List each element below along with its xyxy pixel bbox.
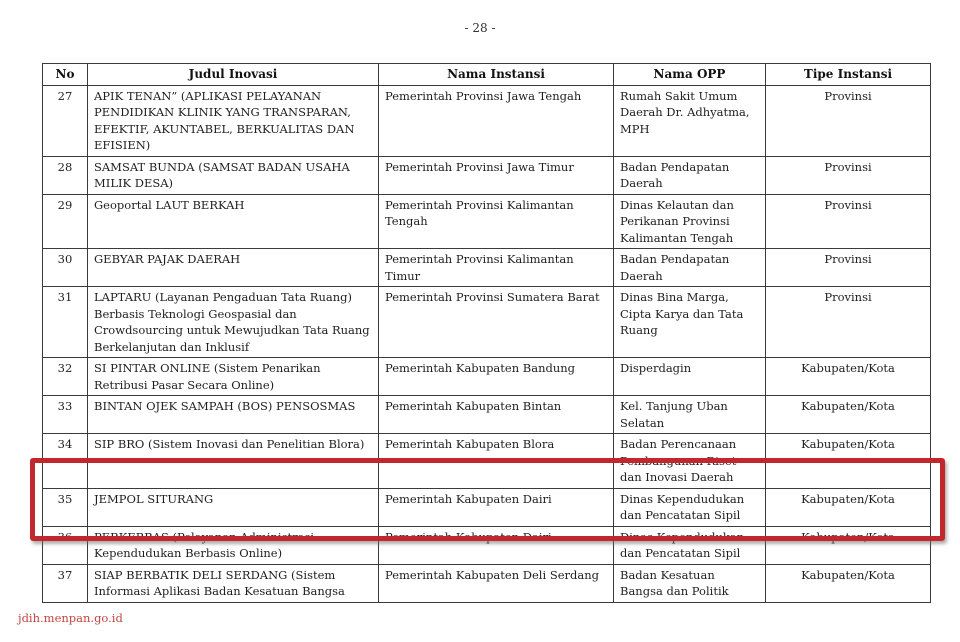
cell-tipe-instansi: Provinsi — [765, 155, 931, 195]
cell-judul-inovasi: SAMSAT BUNDA (SAMSAT BADAN USAHA MILIK D… — [87, 155, 379, 195]
jdih-watermark: jdih.menpan.go.id — [18, 611, 123, 625]
cell-nama-opp: Badan Kesatuan Bangsa dan Politik — [613, 563, 766, 603]
cell-nama-instansi: Pemerintah Kabupaten Dairi — [378, 487, 614, 527]
cell-nama-opp: Badan Pendapatan Daerah — [613, 248, 766, 287]
table-row: 37 SIAP BERBATIK DELI SERDANG (Sistem Inf… — [42, 563, 931, 603]
cell-nama-instansi: Pemerintah Kabupaten Bandung — [378, 357, 614, 396]
cell-nama-opp: Disperdagin — [613, 357, 766, 396]
cell-tipe-instansi: Kabupaten/Kota — [765, 395, 931, 434]
cell-nama-instansi: Pemerintah Provinsi Kalimantan Tengah — [378, 193, 614, 249]
cell-judul-inovasi: SIAP BERBATIK DELI SERDANG (Sistem Infor… — [87, 563, 379, 603]
innovation-table: No Judul Inovasi Nama Instansi Nama OPP … — [42, 63, 931, 603]
cell-tipe-instansi: Provinsi — [765, 248, 931, 287]
page-number: - 28 - — [464, 21, 496, 35]
cell-no: 32 — [42, 357, 88, 396]
cell-nama-instansi: Pemerintah Provinsi Kalimantan Timur — [378, 248, 614, 287]
cell-nama-opp: Dinas Kependudukan dan Pencatatan Sipil — [613, 525, 766, 565]
cell-tipe-instansi: Kabupaten/Kota — [765, 357, 931, 396]
cell-judul-inovasi: SI PINTAR ONLINE (Sistem Penarikan Retri… — [87, 357, 379, 396]
cell-no: 34 — [42, 433, 88, 489]
cell-nama-opp: Dinas Kependudukan dan Pencatatan Sipil — [613, 487, 766, 527]
cell-tipe-instansi: Kabupaten/Kota — [765, 433, 931, 489]
cell-nama-instansi: Pemerintah Provinsi Jawa Timur — [378, 155, 614, 195]
cell-judul-inovasi: GEBYAR PAJAK DAERAH — [87, 248, 379, 287]
table-header: No Judul Inovasi Nama Instansi Nama OPP … — [42, 63, 931, 86]
cell-nama-instansi: Pemerintah Kabupaten Deli Serdang — [378, 563, 614, 603]
cell-tipe-instansi: Kabupaten/Kota — [765, 525, 931, 565]
cell-judul-inovasi: Geoportal LAUT BERKAH — [87, 193, 379, 249]
column-header-judul-inovasi: Judul Inovasi — [87, 63, 379, 86]
table-row: 36 PERKEBBAS (Pelayanan Administrasi Kepe… — [42, 525, 931, 565]
cell-no: 31 — [42, 286, 88, 358]
cell-tipe-instansi: Provinsi — [765, 193, 931, 249]
cell-tipe-instansi: Provinsi — [765, 286, 931, 358]
cell-no: 28 — [42, 155, 88, 195]
table-row: 33 BINTAN OJEK SAMPAH (BOS) PENSOSMAS Peme… — [42, 395, 931, 434]
table-row: 34 SIP BRO (Sistem Inovasi dan Penelitian… — [42, 433, 931, 489]
cell-nama-opp: Dinas Bina Marga, Cipta Karya dan Tata R… — [613, 286, 766, 358]
cell-no: 27 — [42, 84, 88, 157]
table-body: 27 APIK TENAN” (APLIKASI PELAYANAN PENDID… — [42, 84, 931, 603]
column-header-nama-instansi: Nama Instansi — [378, 63, 614, 86]
cell-tipe-instansi: Kabupaten/Kota — [765, 563, 931, 603]
cell-nama-instansi: Pemerintah Provinsi Sumatera Barat — [378, 286, 614, 358]
table-row: 30 GEBYAR PAJAK DAERAH Pemerintah Provinsi… — [42, 248, 931, 287]
cell-judul-inovasi: SIP BRO (Sistem Inovasi dan Penelitian B… — [87, 433, 379, 489]
cell-tipe-instansi: Provinsi — [765, 84, 931, 157]
table-row: 29 Geoportal LAUT BERKAH Pemerintah Provin… — [42, 193, 931, 249]
cell-no: 37 — [42, 563, 88, 603]
cell-no: 33 — [42, 395, 88, 434]
cell-no: 36 — [42, 525, 88, 565]
cell-judul-inovasi: PERKEBBAS (Pelayanan Administrasi Kepend… — [87, 525, 379, 565]
column-header-tipe-instansi: Tipe Instansi — [765, 63, 931, 86]
cell-no: 30 — [42, 248, 88, 287]
cell-nama-opp: Kel. Tanjung Uban Selatan — [613, 395, 766, 434]
cell-no: 35 — [42, 487, 88, 527]
cell-judul-inovasi: LAPTARU (Layanan Pengaduan Tata Ruang) B… — [87, 286, 379, 358]
table-row: 32 SI PINTAR ONLINE (Sistem Penarikan Ret… — [42, 357, 931, 396]
cell-no: 29 — [42, 193, 88, 249]
table-row: 35 JEMPOL SITURANG Pemerintah Kabupaten Da… — [42, 487, 931, 527]
cell-judul-inovasi: APIK TENAN” (APLIKASI PELAYANAN PENDIDIK… — [87, 84, 379, 157]
cell-tipe-instansi: Kabupaten/Kota — [765, 487, 931, 527]
cell-judul-inovasi: JEMPOL SITURANG — [87, 487, 379, 527]
cell-nama-opp: Badan Pendapatan Daerah — [613, 155, 766, 195]
cell-nama-opp: Rumah Sakit Umum Daerah Dr. Adhyatma, MP… — [613, 84, 766, 157]
table-row: 28 SAMSAT BUNDA (SAMSAT BADAN USAHA MILIK… — [42, 155, 931, 195]
cell-nama-instansi: Pemerintah Kabupaten Blora — [378, 433, 614, 489]
cell-nama-instansi: Pemerintah Kabupaten Dairi — [378, 525, 614, 565]
cell-nama-instansi: Pemerintah Provinsi Jawa Tengah — [378, 84, 614, 157]
table-row: 27 APIK TENAN” (APLIKASI PELAYANAN PENDID… — [42, 84, 931, 157]
column-header-no: No — [42, 63, 88, 86]
column-header-nama-opp: Nama OPP — [613, 63, 766, 86]
cell-nama-opp: Badan Perencanaan Pembangunan Riset dan … — [613, 433, 766, 489]
cell-nama-opp: Dinas Kelautan dan Perikanan Provinsi Ka… — [613, 193, 766, 249]
cell-nama-instansi: Pemerintah Kabupaten Bintan — [378, 395, 614, 434]
cell-judul-inovasi: BINTAN OJEK SAMPAH (BOS) PENSOSMAS — [87, 395, 379, 434]
table-row: 31 LAPTARU (Layanan Pengaduan Tata Ruang)… — [42, 286, 931, 358]
